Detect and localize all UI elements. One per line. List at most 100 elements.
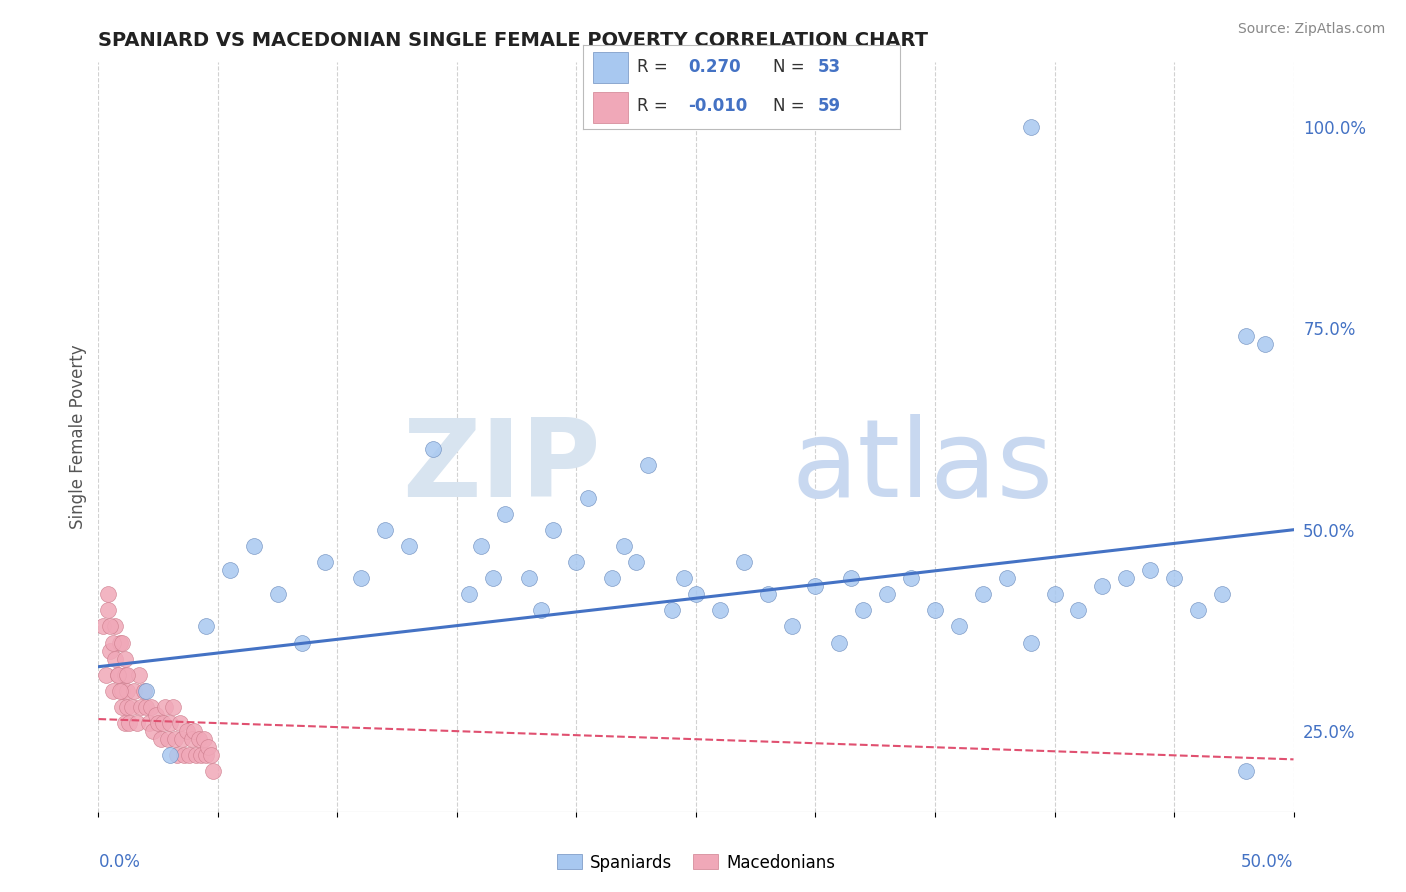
- Point: [841, 571, 863, 585]
- Point: [91, 619, 114, 633]
- Point: [398, 539, 420, 553]
- Text: ZIP: ZIP: [402, 414, 600, 520]
- Point: [132, 684, 155, 698]
- Point: [183, 724, 205, 739]
- Point: [101, 635, 124, 649]
- Point: [1187, 603, 1209, 617]
- Point: [972, 587, 994, 601]
- FancyBboxPatch shape: [593, 92, 627, 122]
- Point: [155, 700, 177, 714]
- Text: 0.0%: 0.0%: [98, 853, 141, 871]
- Point: [374, 523, 396, 537]
- Point: [169, 716, 191, 731]
- Point: [1019, 120, 1042, 134]
- Point: [163, 732, 186, 747]
- Point: [107, 667, 129, 681]
- Point: [125, 716, 148, 731]
- Point: [186, 748, 208, 763]
- Point: [924, 603, 946, 617]
- Point: [118, 716, 141, 731]
- Point: [166, 748, 188, 763]
- Point: [804, 579, 827, 593]
- Point: [685, 587, 707, 601]
- Point: [111, 684, 134, 698]
- Point: [494, 507, 516, 521]
- Point: [145, 708, 167, 723]
- Point: [139, 700, 162, 714]
- Point: [172, 732, 194, 747]
- Point: [124, 684, 146, 698]
- Point: [98, 619, 122, 633]
- Point: [626, 555, 648, 569]
- Text: 53: 53: [818, 59, 841, 77]
- Point: [101, 684, 124, 698]
- Point: [315, 555, 337, 569]
- Point: [200, 748, 222, 763]
- Point: [131, 700, 153, 714]
- Point: [159, 748, 181, 763]
- Point: [115, 684, 138, 698]
- Point: [115, 700, 138, 714]
- Point: [852, 603, 875, 617]
- Point: [111, 635, 134, 649]
- Point: [180, 732, 202, 747]
- Point: [995, 571, 1018, 585]
- Point: [517, 571, 540, 585]
- Point: [243, 539, 266, 553]
- Text: N =: N =: [773, 59, 810, 77]
- Point: [422, 442, 444, 457]
- FancyBboxPatch shape: [593, 53, 627, 83]
- Point: [114, 716, 136, 731]
- Point: [1234, 329, 1257, 343]
- Point: [1043, 587, 1066, 601]
- Point: [602, 571, 624, 585]
- Point: [1091, 579, 1114, 593]
- Text: R =: R =: [637, 97, 673, 115]
- Point: [661, 603, 683, 617]
- Text: 59: 59: [818, 97, 841, 115]
- Point: [114, 667, 136, 681]
- Point: [1211, 587, 1233, 601]
- Point: [195, 748, 218, 763]
- Point: [1067, 603, 1090, 617]
- Point: [458, 587, 481, 601]
- Text: N =: N =: [773, 97, 810, 115]
- Point: [219, 563, 242, 577]
- Point: [578, 491, 600, 505]
- Point: [530, 603, 553, 617]
- Point: [152, 716, 174, 731]
- Point: [900, 571, 922, 585]
- Point: [267, 587, 290, 601]
- Point: [1019, 635, 1042, 649]
- Point: [190, 748, 212, 763]
- Point: [481, 571, 505, 585]
- Point: [159, 716, 181, 731]
- Point: [613, 539, 636, 553]
- Point: [187, 732, 209, 747]
- Point: [193, 732, 215, 747]
- Point: [1254, 337, 1277, 351]
- Point: [637, 458, 659, 473]
- Text: -0.010: -0.010: [688, 97, 747, 115]
- Point: [114, 651, 136, 665]
- Text: 50.0%: 50.0%: [1241, 853, 1294, 871]
- Point: [149, 732, 172, 747]
- Point: [350, 571, 373, 585]
- Point: [121, 700, 143, 714]
- Point: [1139, 563, 1161, 577]
- Point: [176, 724, 198, 739]
- Legend: Spaniards, Macedonians: Spaniards, Macedonians: [550, 847, 842, 879]
- Point: [156, 732, 179, 747]
- Point: [733, 555, 755, 569]
- Point: [565, 555, 588, 569]
- Point: [948, 619, 970, 633]
- Point: [162, 700, 184, 714]
- Point: [470, 539, 492, 553]
- Point: [756, 587, 779, 601]
- Point: [104, 651, 127, 665]
- Text: SPANIARD VS MACEDONIAN SINGLE FEMALE POVERTY CORRELATION CHART: SPANIARD VS MACEDONIAN SINGLE FEMALE POV…: [98, 30, 928, 50]
- Text: atlas: atlas: [792, 414, 1053, 520]
- Point: [138, 716, 160, 731]
- Point: [104, 619, 127, 633]
- Point: [291, 635, 314, 649]
